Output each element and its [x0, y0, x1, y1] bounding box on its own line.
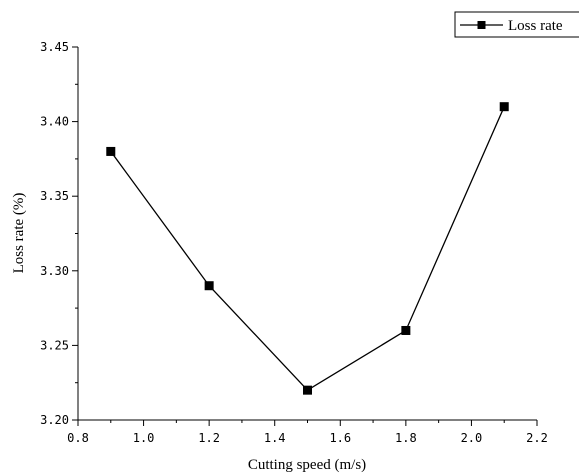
- data-point: [106, 146, 116, 156]
- legend-label: Loss rate: [508, 18, 563, 34]
- data-point: [303, 385, 312, 395]
- y-tick-label: 3.25: [40, 338, 69, 352]
- x-tick-label: 1.8: [395, 431, 417, 445]
- y-tick-label: 3.35: [40, 189, 69, 203]
- x-tick-label: 2.2: [526, 431, 548, 445]
- legend: Loss rate: [454, 11, 579, 38]
- x-tick-label: 0.8: [67, 431, 89, 445]
- x-tick-label: 2.0: [461, 431, 483, 445]
- series-layer: [106, 102, 509, 395]
- y-tick-label: 3.45: [40, 40, 69, 54]
- x-tick-label: 1.2: [198, 431, 220, 445]
- x-axis-title: Cutting speed (m/s): [248, 457, 366, 473]
- data-point: [499, 102, 509, 112]
- y-tick-label: 3.20: [40, 413, 69, 427]
- legend-marker: [477, 21, 486, 29]
- y-axis-title: Loss rate (%): [11, 193, 27, 274]
- data-point: [401, 325, 411, 335]
- x-tick-label: 1.6: [329, 431, 351, 445]
- axes: [77, 47, 537, 421]
- y-tick-label: 3.40: [40, 115, 69, 129]
- ticks: 0.8 1.0 1.2 1.4 1.6 1.8 2.0 2.2 3.20 3.25 3.30 3.35…: [40, 40, 548, 445]
- series-line: [110, 106, 505, 391]
- data-point: [204, 281, 214, 291]
- x-tick-label: 1.4: [264, 431, 286, 445]
- x-tick-label: 1.0: [133, 431, 155, 445]
- y-tick-label: 3.30: [40, 264, 69, 278]
